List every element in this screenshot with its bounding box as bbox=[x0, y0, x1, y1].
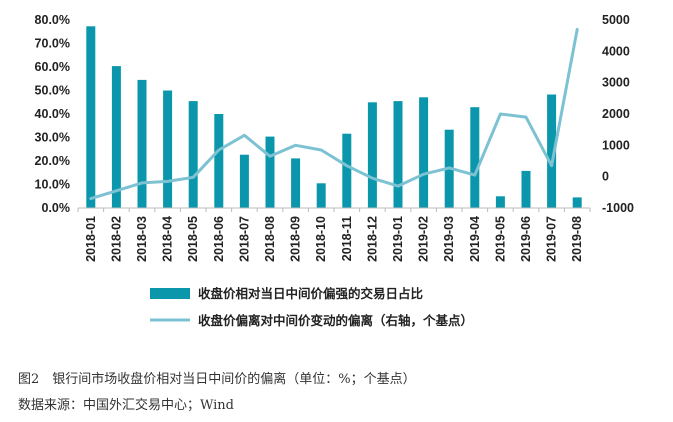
left-tick-label: 80.0% bbox=[35, 13, 70, 27]
bar-2018-01 bbox=[86, 26, 96, 208]
x-tick-label: 2018-09 bbox=[289, 216, 303, 262]
bar-2018-02 bbox=[111, 66, 121, 208]
right-tick-label: 3000 bbox=[602, 76, 630, 90]
legend-line-label: 收盘价偏离对中间价变动的偏离（右轴，个基点） bbox=[198, 313, 473, 328]
axes bbox=[77, 207, 591, 212]
legend-bar-swatch bbox=[150, 288, 190, 299]
x-tick-label: 2019-04 bbox=[468, 216, 482, 262]
left-tick-label: 20.0% bbox=[35, 154, 70, 168]
right-tick-label: 4000 bbox=[602, 44, 630, 58]
left-tick-label: 60.0% bbox=[35, 60, 70, 74]
bar-2018-05 bbox=[188, 101, 198, 208]
source-note: 数据来源：中国外汇交易中心；Wind bbox=[18, 398, 234, 413]
x-tick-label: 2019-08 bbox=[570, 216, 584, 262]
bar-2019-07 bbox=[547, 94, 557, 208]
bar-2018-06 bbox=[214, 114, 224, 208]
x-tick-label: 2019-06 bbox=[519, 216, 533, 262]
left-tick-label: 40.0% bbox=[35, 107, 70, 121]
left-tick-label: 0.0% bbox=[42, 201, 71, 215]
x-tick-label: 2018-05 bbox=[186, 216, 200, 262]
legend-bar-label: 收盘价相对当日中间价偏强的交易日占比 bbox=[198, 286, 424, 301]
bar-2019-05 bbox=[495, 196, 505, 209]
x-tick-label: 2018-08 bbox=[263, 216, 277, 262]
bar-2018-12 bbox=[367, 102, 377, 209]
x-tick-label: 2018-07 bbox=[237, 216, 251, 262]
left-tick-label: 30.0% bbox=[35, 131, 70, 145]
bar-2018-09 bbox=[291, 158, 301, 208]
bar-2018-03 bbox=[137, 79, 147, 209]
x-tick-label: 2018-04 bbox=[161, 216, 175, 262]
figure-caption: 图2 银行间市场收盘价相对当日中间价的偏离（单位：%；个基点） bbox=[18, 372, 416, 387]
bar-series bbox=[86, 26, 582, 209]
right-tick-label: 5000 bbox=[602, 13, 630, 27]
x-axis-ticks: 2018-01 2018-02 2018-03 2018-04 2018-05 2018-… bbox=[84, 216, 584, 262]
right-tick-label: 2000 bbox=[602, 107, 630, 121]
line-path bbox=[89, 27, 579, 201]
left-tick-label: 10.0% bbox=[35, 178, 70, 192]
left-tick-label: 50.0% bbox=[35, 84, 70, 98]
x-tick-label: 2018-02 bbox=[109, 216, 123, 262]
right-axis-ticks: -1000 0 1000 2000 3000 4000 5000 bbox=[602, 13, 634, 215]
x-tick-label: 2018-10 bbox=[314, 216, 328, 262]
bar-2019-04 bbox=[470, 107, 480, 208]
legend: 收盘价相对当日中间价偏强的交易日占比 收盘价偏离对中间价变动的偏离（右轴，个基点… bbox=[150, 286, 473, 328]
bar-2018-07 bbox=[239, 154, 249, 208]
left-axis-ticks: 0.0% 10.0% 20.0% 30.0% 40.0% 50.0% 60.0% 70.0% 8… bbox=[35, 13, 70, 215]
right-tick-label: 0 bbox=[602, 170, 609, 184]
x-tick-label: 2018-03 bbox=[135, 216, 149, 262]
bar-2018-04 bbox=[163, 90, 173, 208]
x-tick-label: 2019-03 bbox=[442, 216, 456, 262]
bar-2018-11 bbox=[342, 133, 352, 208]
bar-2018-10 bbox=[316, 183, 326, 208]
line-series bbox=[89, 27, 579, 201]
right-tick-label: 1000 bbox=[602, 138, 630, 152]
right-tick-label: -1000 bbox=[602, 201, 634, 215]
x-tick-label: 2019-07 bbox=[545, 216, 559, 262]
left-tick-label: 70.0% bbox=[35, 37, 70, 51]
x-tick-label: 2019-05 bbox=[493, 216, 507, 262]
x-tick-label: 2018-01 bbox=[84, 216, 98, 262]
x-tick-label: 2019-02 bbox=[417, 216, 431, 262]
x-tick-label: 2018-11 bbox=[340, 216, 354, 261]
x-tick-label: 2019-01 bbox=[391, 216, 405, 262]
bar-2019-06 bbox=[521, 170, 531, 208]
bar-2019-01 bbox=[393, 101, 403, 208]
x-tick-label: 2018-12 bbox=[365, 216, 379, 262]
bar-2018-08 bbox=[265, 136, 275, 208]
x-tick-label: 2018-06 bbox=[212, 216, 226, 262]
bar-2019-02 bbox=[419, 97, 429, 208]
bar-2019-08 bbox=[572, 197, 582, 208]
